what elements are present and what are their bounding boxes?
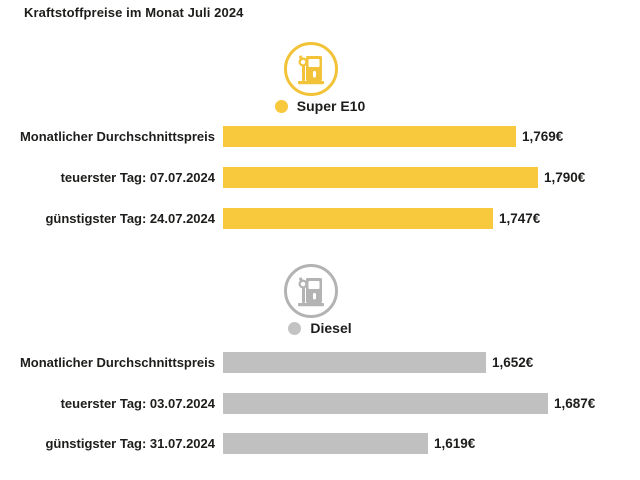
- bar-label: Monatlicher Durchschnittspreis: [19, 129, 215, 144]
- legend-label: Super E10: [296, 98, 366, 114]
- bar: [223, 126, 516, 147]
- bar-value: 1,652€: [492, 355, 534, 370]
- bar-value: 1,687€: [554, 396, 596, 411]
- bar-row: Monatlicher Durchschnittspreis 1,652€: [0, 352, 640, 373]
- bar: [223, 433, 428, 454]
- fuel-pump-icon: [298, 277, 324, 307]
- bar-label: teuerster Tag: 07.07.2024: [60, 170, 215, 185]
- icon-circle: [284, 264, 338, 318]
- bar-value: 1,747€: [499, 211, 541, 226]
- bar-value: 1,790€: [544, 170, 586, 185]
- bar-row: teuerster Tag: 03.07.2024 1,687€: [0, 393, 640, 414]
- bar-label: Monatlicher Durchschnittspreis: [19, 355, 215, 370]
- icon-circle: [284, 42, 338, 96]
- bar: [223, 393, 548, 414]
- legend-dot: [288, 321, 302, 335]
- bar-row: teuerster Tag: 07.07.2024 1,790€: [0, 167, 640, 188]
- bar-label: teuerster Tag: 03.07.2024: [60, 396, 215, 411]
- bar: [223, 352, 486, 373]
- legend-label: Diesel: [310, 320, 352, 336]
- legend-dot: [274, 99, 288, 113]
- bar: [223, 167, 538, 188]
- fuel-section-diesel: Diesel Monatlicher Durchschnittspreis 1,…: [0, 264, 640, 464]
- bar-row: günstigster Tag: 24.07.2024 1,747€: [0, 208, 640, 229]
- page-title: Kraftstoffpreise im Monat Juli 2024: [24, 5, 244, 20]
- bar-value: 1,619€: [434, 436, 476, 451]
- fuel-pump-icon: [298, 55, 324, 85]
- bar-row: günstigster Tag: 31.07.2024 1,619€: [0, 433, 640, 454]
- bar-label: günstigster Tag: 31.07.2024: [45, 436, 215, 451]
- fuel-section-super-e10: Super E10 Monatlicher Durchschnittspreis…: [0, 42, 640, 242]
- legend: Diesel: [0, 320, 640, 336]
- legend: Super E10: [0, 98, 640, 114]
- bar: [223, 208, 493, 229]
- bar-value: 1,769€: [522, 129, 564, 144]
- bar-row: Monatlicher Durchschnittspreis 1,769€: [0, 126, 640, 147]
- bar-label: günstigster Tag: 24.07.2024: [45, 211, 215, 226]
